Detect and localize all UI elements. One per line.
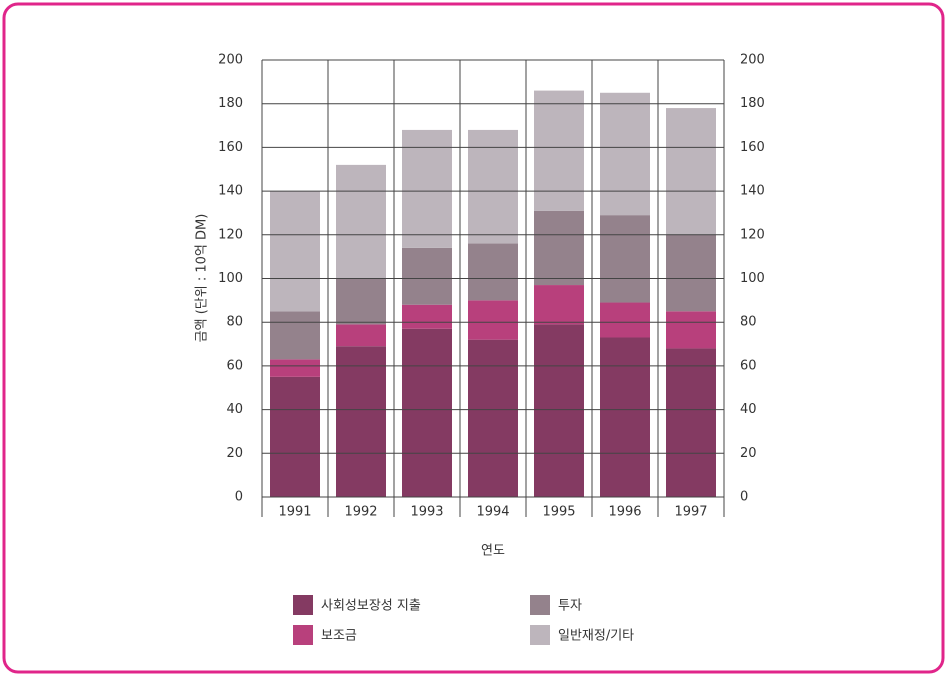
legend-swatch: [293, 595, 313, 615]
y2-tick-label: 40: [740, 402, 757, 417]
y2-tick-label: 20: [740, 446, 757, 461]
x-tick-label: 1992: [344, 505, 377, 520]
bar-segment: [666, 311, 716, 349]
bar-segment: [402, 247, 452, 305]
x-tick-label: 1993: [410, 505, 443, 520]
bar-segment: [600, 215, 650, 303]
y-tick-label: 80: [226, 315, 243, 330]
bar-segment: [534, 324, 584, 497]
bar-segment: [270, 359, 320, 377]
legend-swatch: [530, 595, 550, 615]
bar-segment: [534, 285, 584, 325]
bar-segment: [534, 90, 584, 211]
bar-segment: [600, 92, 650, 216]
bar-segment: [270, 191, 320, 312]
y2-tick-label: 80: [740, 315, 757, 330]
legend-swatch: [293, 625, 313, 645]
bar-segment: [666, 108, 716, 235]
y-tick-label: 40: [226, 402, 243, 417]
y2-tick-label: 100: [740, 271, 765, 286]
y2-tick-label: 160: [740, 140, 765, 155]
x-tick-label: 1995: [542, 505, 575, 520]
bar-segment: [666, 348, 716, 497]
y-tick-label: 120: [218, 227, 243, 242]
bar-segment: [336, 278, 386, 325]
x-axis-label: 연도: [481, 544, 505, 559]
y-axis-label: 금액 (단위 : 10억 DM): [195, 214, 210, 343]
legend-swatch: [530, 625, 550, 645]
y-tick-label: 140: [218, 184, 243, 199]
y2-tick-label: 60: [740, 358, 757, 373]
x-tick-label: 1994: [476, 505, 509, 520]
bar-segment: [468, 339, 518, 497]
bar-segment: [336, 324, 386, 347]
bar-segment: [336, 346, 386, 497]
bar-segment: [402, 328, 452, 497]
legend-label: 보조금: [321, 629, 357, 644]
y-tick-label: 160: [218, 140, 243, 155]
bar-segment: [402, 129, 452, 248]
y-tick-label: 0: [235, 490, 243, 505]
y-tick-label: 60: [226, 358, 243, 373]
bar-segment: [468, 129, 518, 244]
y-tick-label: 180: [218, 96, 243, 111]
y2-tick-label: 120: [740, 227, 765, 242]
bar-segment: [600, 337, 650, 497]
y-tick-label: 20: [226, 446, 243, 461]
legend-label: 투자: [558, 599, 582, 614]
bar-segment: [600, 302, 650, 338]
x-tick-label: 1997: [674, 505, 707, 520]
x-tick-label: 1996: [608, 505, 641, 520]
bar-segment: [336, 164, 386, 279]
y2-tick-label: 0: [740, 490, 748, 505]
y2-tick-label: 180: [740, 96, 765, 111]
y2-tick-label: 140: [740, 184, 765, 199]
bar-segment: [270, 376, 320, 497]
x-tick-label: 1991: [278, 505, 311, 520]
bar-segment: [270, 311, 320, 360]
y2-tick-label: 200: [740, 53, 765, 68]
bar-segment: [468, 300, 518, 340]
bar-segment: [468, 243, 518, 301]
legend-label: 사회성보장성 지출: [321, 599, 421, 614]
bar-segment: [402, 304, 452, 329]
legend-label: 일반재정/기타: [558, 629, 634, 644]
y-tick-label: 200: [218, 53, 243, 68]
bar-segment: [534, 210, 584, 286]
y-tick-label: 100: [218, 271, 243, 286]
bar-segment: [666, 234, 716, 312]
